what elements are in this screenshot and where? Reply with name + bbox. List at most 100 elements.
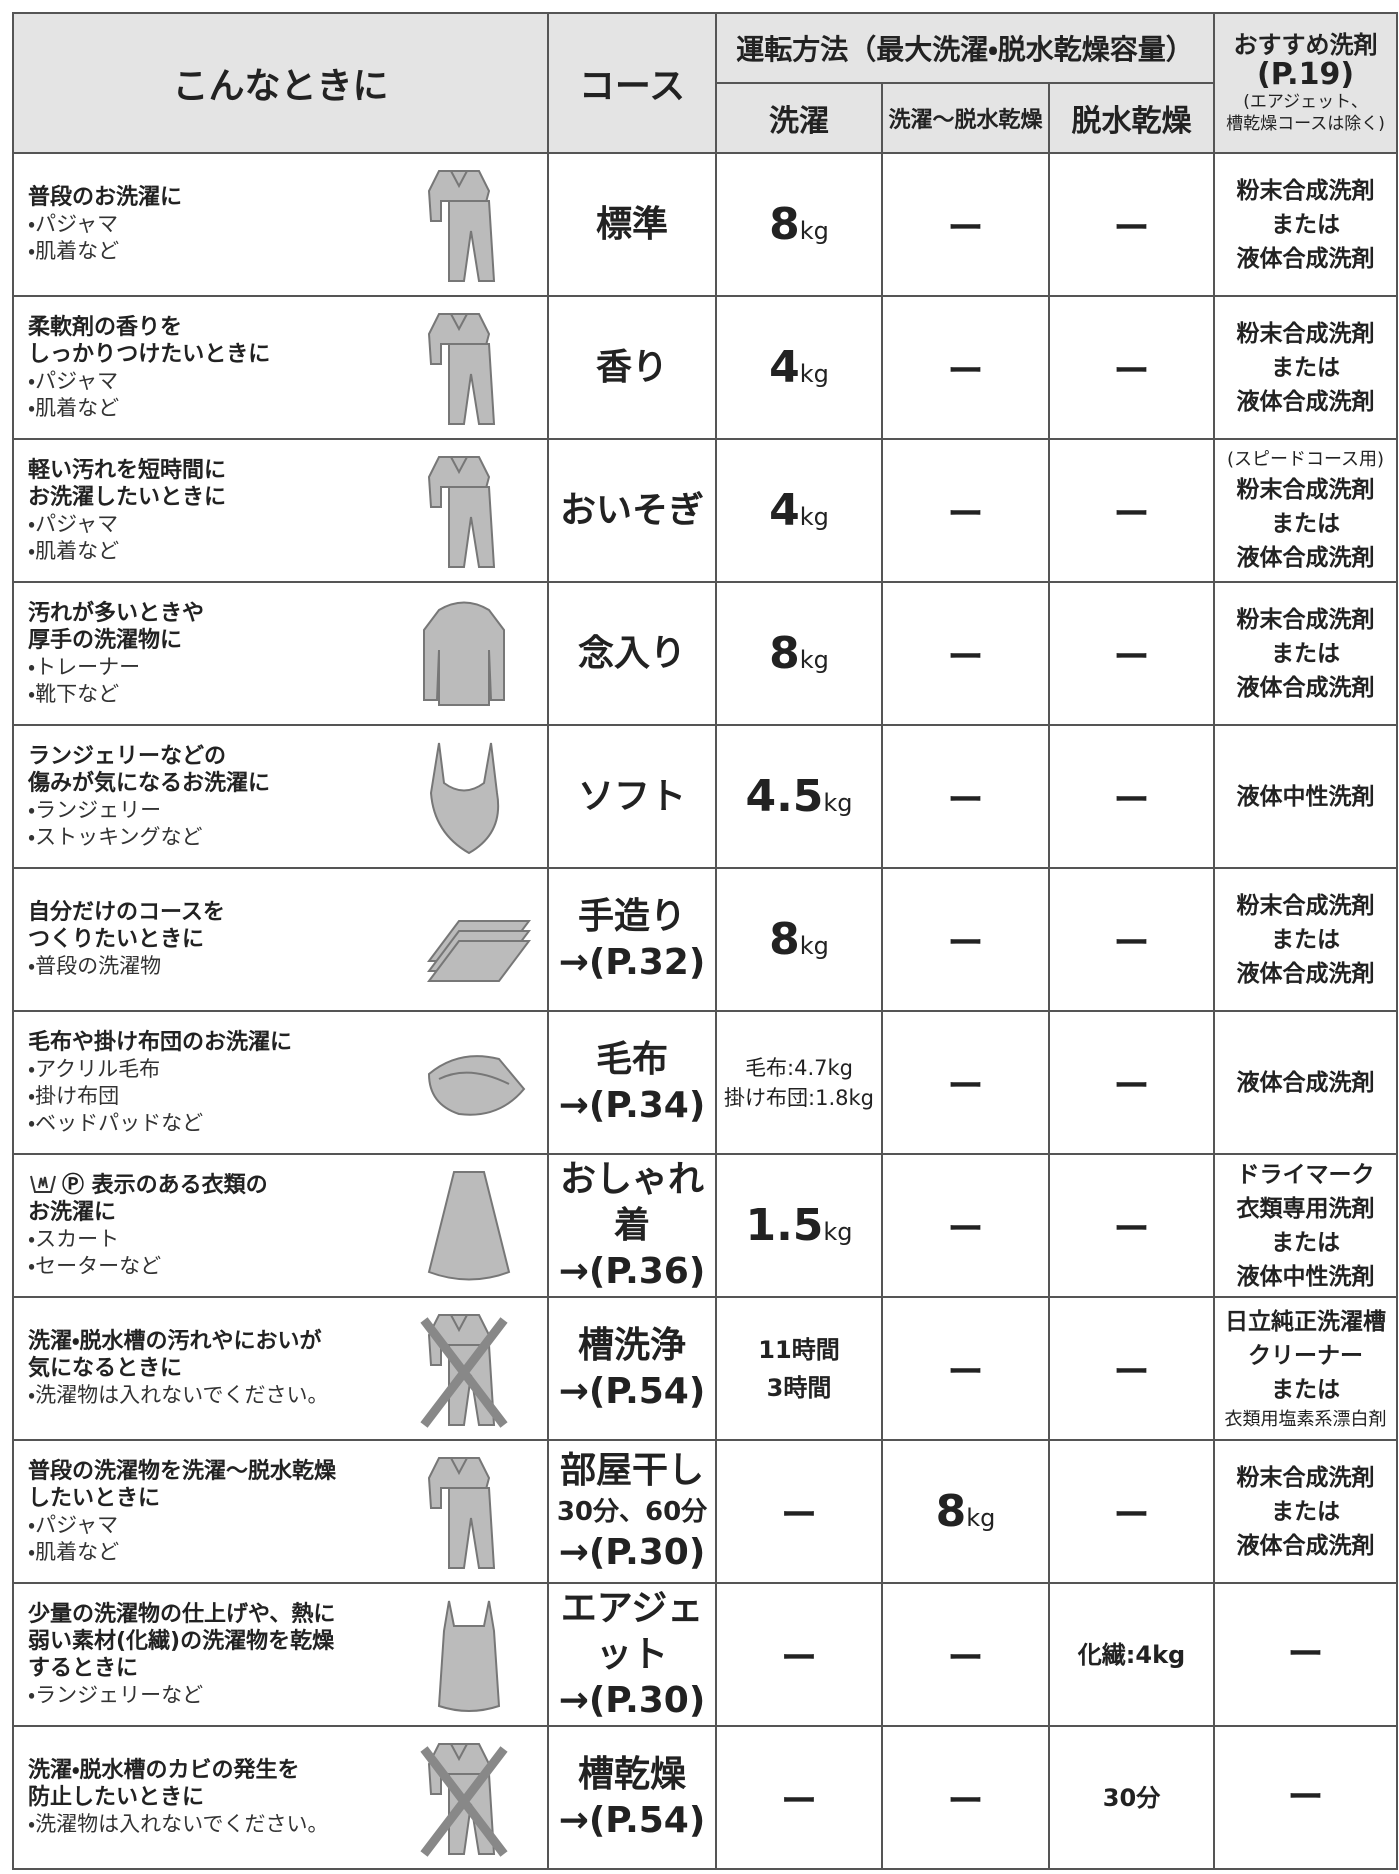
situation-item: ・洗濯物は入れないでください。 [28,1383,329,1407]
dash: ー [1113,493,1150,535]
situation-title: しっかりつけたいときに [28,341,271,367]
situation-title: お洗濯に [28,1199,117,1225]
dash: ー [1113,1065,1150,1107]
wash-cell: 4.5kg [715,724,883,869]
table-row: 毛布や掛け布団のお洗濯に ・アクリル毛布 ・掛け布団 ・ベッドパッドなど 毛布 →(P.3… [12,1010,1399,1155]
wash-cell: ー [715,1725,883,1870]
situation-text: 軽い汚れを短時間に お洗濯したいときに ・パジャマ ・肌着など [28,457,226,565]
handwash-icon [30,1175,56,1193]
situation-text: 汚れが多いときや 厚手の洗濯物に ・トレーナー ・靴下など [28,600,204,708]
unit: kg [799,503,829,531]
course-line: ソフト [577,775,686,817]
course-cell: 標準 [547,152,717,297]
garment-icon [420,1742,508,1857]
situation-title: 軽い汚れを短時間に [28,457,227,483]
detergent-line: 液体合成洗剤 [1236,674,1375,701]
icon-shape [450,313,468,331]
situation: 洗濯・脱水槽のカビの発生を 防止したいときに ・洗濯物は入れないでください。 [14,1727,547,1868]
situation: 少量の洗濯物の仕上げや、熱に 弱い素材(化繊)の洗濯物を乾燥 するときに ・ランジェリ… [14,1584,547,1725]
course-line: エアジェット [560,1587,704,1675]
situation-item: ・ベッドパッドなど [28,1110,204,1135]
detergent-line: 液体合成洗剤 [1236,388,1375,415]
table-row: 少量の洗濯物の仕上げや、熱に 弱い素材(化繊)の洗濯物を乾燥 するときに ・ランジェリ… [12,1582,1399,1727]
wash-dry-cell: ー [881,1010,1050,1155]
situation: 柔軟剤の香りを しっかりつけたいときに ・パジャマ ・肌着など [14,297,547,438]
situation-cell: 毛布や掛け布団のお洗濯に ・アクリル毛布 ・掛け布団 ・ベッドパッドなど [12,1010,549,1155]
dash: ー [947,1351,984,1393]
course-line: →(P.34) [558,1084,706,1126]
situation-title: 毛布や掛け布団のお洗濯に [28,1029,293,1055]
course-line: おしゃれ着 [559,1158,704,1246]
wash-dry-cell: ー [881,438,1050,583]
course-line: →(P.30) [558,1679,706,1721]
garment-icon [427,455,496,568]
situation-title: 普段のお洗濯に [28,185,183,210]
detergent-line: 粉末合成洗剤 [1236,1464,1375,1491]
dash: ー [947,350,984,392]
garment-icon [427,1456,496,1569]
table-row: 自分だけのコースを つくりたいときに ・普段の洗濯物 手造り →(P.32) 8kg ーー粉… [12,867,1399,1012]
icon-shape [427,1054,526,1116]
icon-shape [450,1457,468,1475]
table-row: 柔軟剤の香りを しっかりつけたいときに ・パジャマ ・肌着など 香り 4kg ー ー 粉末合成洗… [12,295,1399,440]
header-note: 槽乾燥コースは除く) [1226,114,1385,134]
course-line: 香り [595,346,668,388]
dash: ー [1113,779,1150,821]
course-cell: おいそぎ [547,438,717,583]
detergent-line: 液体合成洗剤 [1236,544,1375,571]
header-row: こんなときに コース 運転方法（最大洗濯・脱水乾燥容量） おすすめ洗剤 (P.1… [12,12,1399,154]
situation-cell: 汚れが多いときや 厚手の洗濯物に ・トレーナー ・靴下など [12,581,549,726]
detergent-line: クリーナー [1248,1342,1364,1369]
detergent-line: または [1271,1376,1341,1403]
dash: ー [1287,1633,1324,1675]
dash: ー [947,636,984,678]
course-line: 手造り [577,895,686,937]
unit: kg [799,932,829,960]
icon-cross [420,1316,508,1428]
dash: ー [947,207,984,249]
detergent-line: または [1271,510,1341,537]
icon-shape [437,1600,501,1712]
situation-item: ・パジャマ [28,511,119,536]
detergent-cell: 粉末合成洗剤 または 液体合成洗剤 [1213,581,1399,726]
value-text: 30分 [1102,1783,1161,1812]
garment-icon [429,742,500,854]
detergent-cell: ー [1213,1725,1399,1870]
icon-cross [420,1745,508,1857]
icon-shape [429,742,500,854]
garment-icon [427,312,496,425]
detergent-cell: 粉末合成洗剤 または 液体合成洗剤 [1213,1439,1399,1584]
wash-dry-cell: 8kg [881,1439,1050,1584]
dry-cell: ー [1047,438,1216,583]
detergent-line: または [1271,1229,1341,1256]
situation-item: ・パジャマ [28,368,119,393]
wash-cell: ー [715,1582,883,1727]
detergent-line: または [1271,211,1341,238]
icon-shape [450,1314,468,1332]
dash: ー [947,1208,984,1250]
course-line: →(P.54) [558,1370,706,1412]
dash: ー [780,1780,817,1822]
situation-title: 汚れが多いときや [28,600,205,626]
situation-item: ・セーターなど [28,1253,162,1278]
course-cell: 槽乾燥 →(P.54) [547,1725,717,1870]
detergent-cell: 日立純正洗濯槽 クリーナー または 衣類用塩素系漂白剤 [1213,1296,1399,1441]
garment-icon [427,169,496,282]
situation-cell: 軽い汚れを短時間に お洗濯したいときに ・パジャマ ・肌着など [12,438,549,583]
situation-item: ・ストッキングなど [28,824,203,849]
amount: 8 [769,628,800,679]
icon-shape [448,199,496,282]
wash-dry-cell: ー [881,295,1050,440]
dash: ー [1113,922,1150,964]
wash-dry-cell: ー [881,1296,1050,1441]
unit: kg [799,217,829,245]
detergent-line: 粉末合成洗剤 [1236,320,1375,347]
course-cell: 毛布 →(P.34) [547,1010,717,1155]
dash: ー [1287,1776,1324,1818]
situation-title: 弱い素材(化繊)の洗濯物を乾燥 [28,1628,335,1654]
garment-icon [427,1054,526,1116]
situation-item: ・ランジェリーなど [28,1682,204,1707]
unit: kg [823,1218,853,1246]
header-method: 運転方法（最大洗濯・脱水乾燥容量） [714,12,1216,84]
